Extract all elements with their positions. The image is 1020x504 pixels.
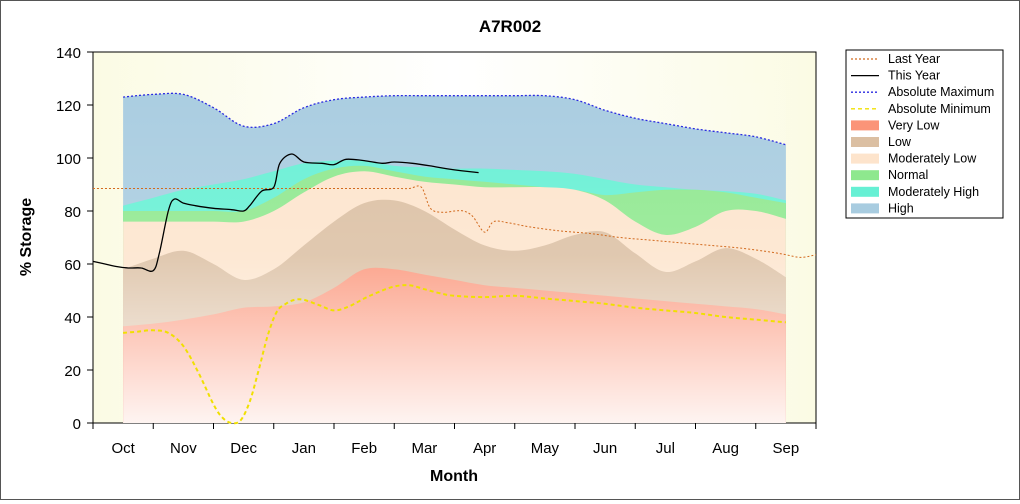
legend-item: Absolute Minimum xyxy=(851,102,991,116)
y-axis-label: % Storage xyxy=(18,198,35,276)
band-fade xyxy=(123,52,786,423)
legend-label: Absolute Minimum xyxy=(888,102,991,116)
legend-item: Very Low xyxy=(851,118,940,132)
legend-label: Moderately High xyxy=(888,185,979,199)
legend-item: Absolute Maximum xyxy=(851,85,994,99)
line-last-year xyxy=(93,185,817,258)
x-tick-label: Sep xyxy=(773,440,800,457)
x-tick-label: Nov xyxy=(170,440,197,457)
legend-item: Low xyxy=(851,135,912,149)
legend-swatch xyxy=(851,120,879,131)
x-axis: Oct Nov Dec Jan Feb Mar Apr May Jun Jul Aug Sep xyxy=(92,423,817,457)
line-layer xyxy=(92,92,817,425)
chart-title: A7R002 xyxy=(479,17,541,36)
x-tick-label: Dec xyxy=(230,440,257,457)
legend-item: Normal xyxy=(851,168,928,182)
legend-swatch xyxy=(851,186,879,197)
legend-item: This Year xyxy=(851,69,940,83)
y-tick-label: 140 xyxy=(56,45,81,62)
x-tick-label: Apr xyxy=(473,440,496,457)
legend-swatch xyxy=(851,203,879,214)
x-tick-label: Feb xyxy=(351,440,377,457)
legend-item: High xyxy=(851,201,914,215)
legend-item: Moderately High xyxy=(851,185,979,199)
legend-label: Absolute Maximum xyxy=(888,85,994,99)
x-tick-label: Jun xyxy=(593,440,617,457)
legend-label: Last Year xyxy=(888,52,940,66)
legend-swatch xyxy=(851,137,879,147)
legend-label: Moderately Low xyxy=(888,152,977,166)
legend-label: This Year xyxy=(888,69,940,83)
y-tick-label: 80 xyxy=(64,204,81,221)
x-tick-label: Aug xyxy=(712,440,739,457)
y-tick-label: 0 xyxy=(73,416,81,433)
legend: Last Year This Year Absolute Maximum Absolu… xyxy=(845,49,1004,219)
y-tick-label: 40 xyxy=(64,310,81,327)
y-tick-label: 20 xyxy=(64,363,81,380)
y-tick-label: 120 xyxy=(56,98,81,115)
legend-label: Normal xyxy=(888,168,928,182)
legend-label: High xyxy=(888,201,914,215)
x-axis-label: Month xyxy=(430,468,478,485)
y-tick-label: 60 xyxy=(64,257,81,274)
legend-label: Low xyxy=(888,135,912,149)
legend-item: Last Year xyxy=(851,52,940,66)
x-tick-label: May xyxy=(531,440,560,457)
legend-swatch xyxy=(851,153,879,164)
line-this-year xyxy=(92,153,479,272)
x-tick-label: Mar xyxy=(411,440,437,457)
y-axis: 0 20 40 60 80 100 120 140 xyxy=(56,45,93,433)
legend-label: Very Low xyxy=(888,118,940,132)
y-tick-label: 100 xyxy=(56,151,81,168)
line-absolute-minimum xyxy=(123,284,786,425)
x-tick-label: Jul xyxy=(656,440,675,457)
line-absolute-maximum xyxy=(123,92,787,146)
legend-swatch xyxy=(851,170,879,181)
legend-item: Moderately Low xyxy=(851,152,977,166)
x-tick-label: Oct xyxy=(111,440,135,457)
x-tick-label: Jan xyxy=(292,440,316,457)
